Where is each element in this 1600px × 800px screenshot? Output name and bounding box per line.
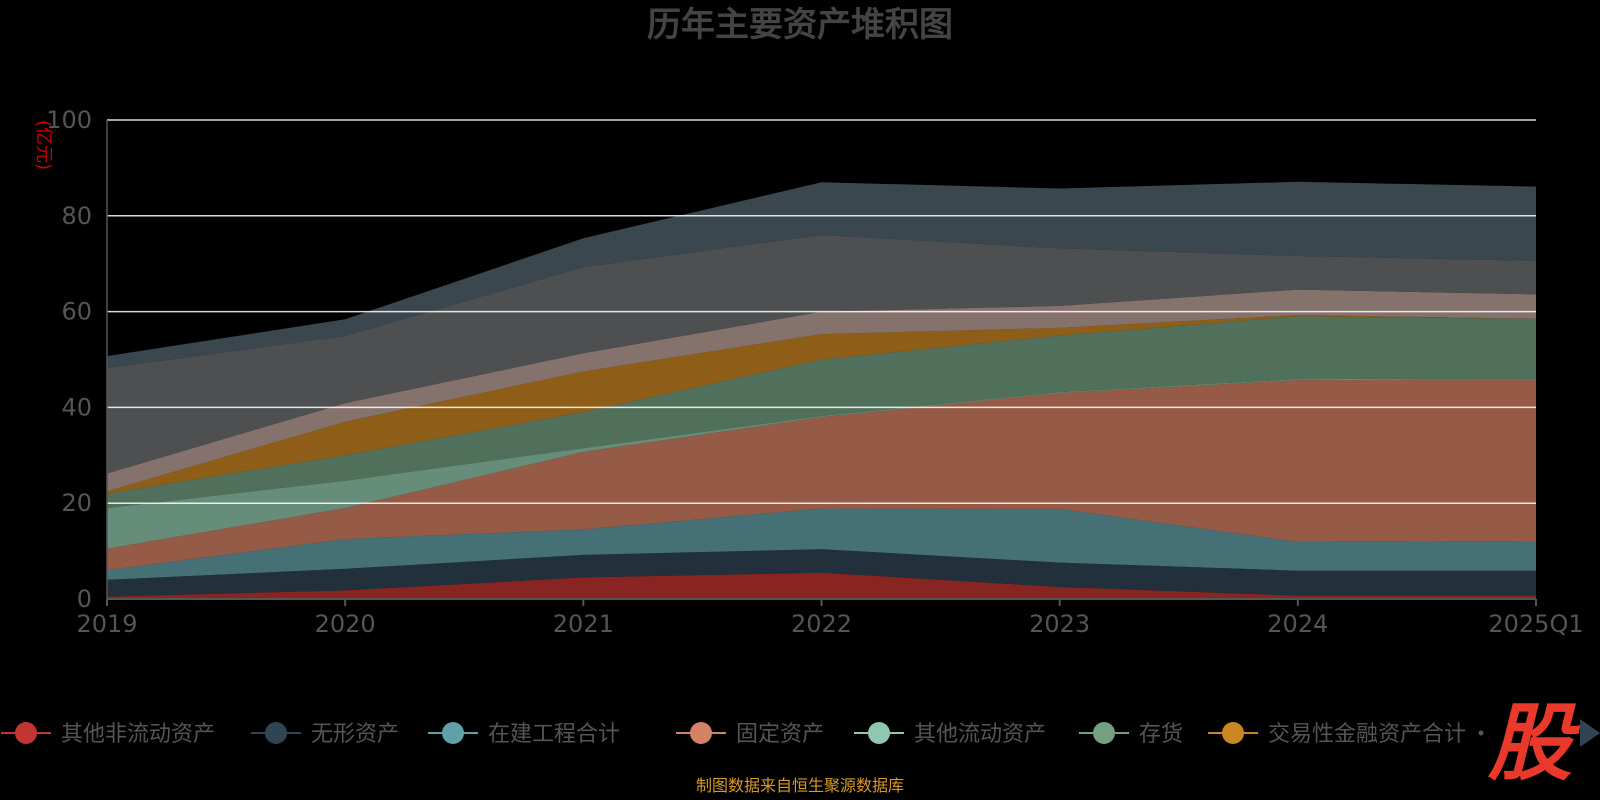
legend-marker-icon <box>1093 722 1115 744</box>
y-axis-unit-label: (亿元) <box>33 120 54 170</box>
area-应收票据 <box>107 181 1536 369</box>
legend-label: 无形资产 <box>311 722 399 747</box>
legend-item[interactable]: 交易性金融资产合计 <box>1208 722 1466 747</box>
x-tick-label: 2024 <box>1267 610 1328 638</box>
y-tick-label: 100 <box>46 106 92 134</box>
legend-item[interactable]: 存货 <box>1079 722 1183 747</box>
x-tick-label: 2025Q1 <box>1488 610 1583 638</box>
x-tick-label: 2020 <box>315 610 376 638</box>
y-axis-ticks: 0 20 40 60 80 100 <box>46 106 92 613</box>
legend-marker-icon <box>15 722 37 744</box>
legend-label: 在建工程合计 <box>488 722 620 747</box>
area-在建工程合计 <box>107 508 1536 580</box>
legend-marker-icon <box>265 722 287 744</box>
gridlines <box>107 119 1536 504</box>
y-tick-label: 20 <box>61 489 92 517</box>
area-无形资产 <box>107 549 1536 597</box>
area-series-group <box>107 181 1536 599</box>
area-货币资金 <box>107 235 1536 474</box>
legend-marker-icon <box>868 722 890 744</box>
legend-label: 其他非流动资产 <box>61 722 215 747</box>
y-tick-label: 60 <box>61 298 92 326</box>
legend-item[interactable]: 固定资产 <box>676 722 824 747</box>
x-axis: 2019 2020 2021 2022 2023 2024 2025Q1 <box>76 120 1584 638</box>
x-tick-label: 2019 <box>76 610 137 638</box>
legend-marker-icon <box>442 722 464 744</box>
legend-label: 交易性金融资产合计 <box>1268 722 1466 747</box>
legend-marker-icon <box>690 722 712 744</box>
legend-marker-icon <box>1222 722 1244 744</box>
x-tick-label: 2021 <box>553 610 614 638</box>
y-tick-label: 0 <box>77 585 92 613</box>
x-tick-label: 2023 <box>1029 610 1090 638</box>
area-固定资产 <box>107 379 1536 571</box>
watermark-logo: 股 <box>1487 694 1581 792</box>
legend-item[interactable]: 无形资产 <box>251 722 399 747</box>
legend-label: 固定资产 <box>736 722 824 747</box>
x-tick-label: 2022 <box>791 610 852 638</box>
area-交易性金融资产合计 <box>107 315 1536 494</box>
area-应收账款 <box>107 289 1536 492</box>
area-其他非流动资产 <box>107 572 1536 599</box>
chart-title: 历年主要资产堆积图 <box>647 5 953 45</box>
legend-overflow-dot <box>1478 730 1484 736</box>
legend-item[interactable]: 在建工程合计 <box>428 722 620 747</box>
legend-next-arrow-icon <box>1580 719 1600 747</box>
legend: 其他非流动资产 无形资产 在建工程合计 固定资产 其他流动资产 存货 交易性金融资产合计 <box>1 722 1484 747</box>
legend-next-page-button[interactable] <box>1580 719 1600 747</box>
legend-item[interactable]: 其他流动资产 <box>854 722 1046 747</box>
legend-item[interactable]: 其他非流动资产 <box>1 722 215 747</box>
y-tick-label: 40 <box>61 393 92 421</box>
legend-label: 其他流动资产 <box>914 722 1046 747</box>
y-tick-label: 80 <box>61 202 92 230</box>
area-存货 <box>107 316 1536 508</box>
legend-label: 存货 <box>1139 722 1183 747</box>
source-note: 制图数据来自恒生聚源数据库 <box>696 776 904 795</box>
